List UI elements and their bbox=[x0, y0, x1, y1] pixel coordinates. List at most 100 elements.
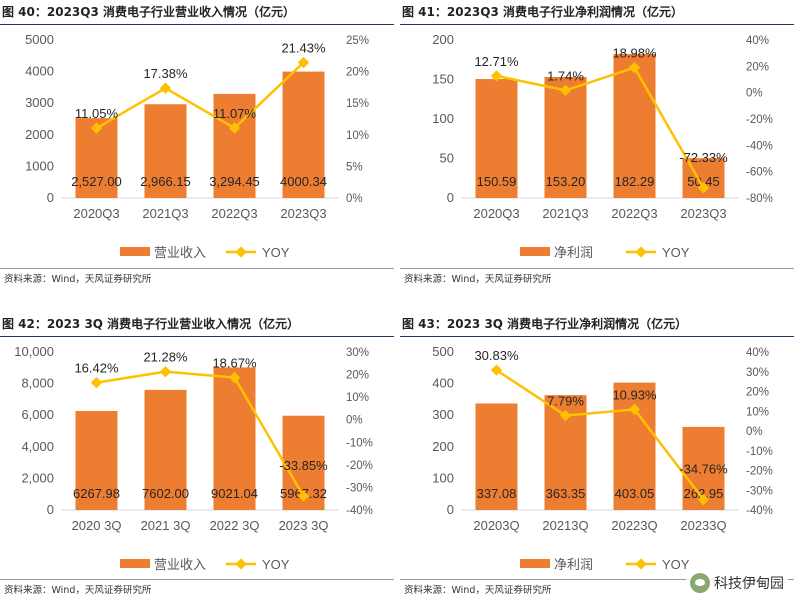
bar-value-label: 7602.00 bbox=[142, 486, 189, 501]
y2-tick-label: -80% bbox=[746, 193, 773, 205]
y2-tick-label: 0% bbox=[746, 426, 763, 438]
figure-title: 图 43：2023 3Q 消费电子行业净利润情况（亿元） bbox=[402, 317, 688, 331]
figure-41-panel: 图 41：2023Q3 消费电子行业净利润情况（亿元） 0 50 100 150 200… bbox=[400, 0, 794, 298]
source-divider bbox=[400, 579, 794, 580]
bar-value-label: 337.08 bbox=[477, 486, 517, 501]
yoy-value-label: 17.38% bbox=[143, 66, 188, 81]
y-tick-label: 5000 bbox=[25, 32, 54, 47]
bar-value-label: 153.20 bbox=[546, 174, 586, 189]
yoy-marker bbox=[697, 182, 710, 194]
figure-title: 图 41：2023Q3 消费电子行业净利润情况（亿元） bbox=[402, 5, 684, 19]
figure-title-bar: 图 42：2023 3Q 消费电子行业营业收入情况（亿元） bbox=[0, 312, 394, 337]
x-tick-label: 2023 3Q bbox=[279, 518, 329, 533]
yoy-value-label: 18.98% bbox=[612, 46, 657, 61]
y-tick-label: 3000 bbox=[25, 95, 54, 110]
bar bbox=[213, 367, 256, 510]
source-divider bbox=[0, 268, 394, 269]
revenue-2023q3-chart: 0 1000 2000 3000 4000 5000 0% 5% 10% 15% 20% 25% 202… bbox=[25, 32, 369, 260]
y-tick-label: 50 bbox=[440, 151, 454, 166]
y-tick-label: 0 bbox=[447, 190, 454, 205]
legend-bar-swatch bbox=[520, 559, 550, 568]
y2-tick-label: 10% bbox=[746, 406, 769, 418]
y2-tick-label: 15% bbox=[346, 98, 369, 110]
source-divider bbox=[400, 268, 794, 269]
y2-tick-label: -20% bbox=[346, 460, 373, 472]
y2-tick-label: -60% bbox=[746, 167, 773, 179]
figure-title-bar: 图 43：2023 3Q 消费电子行业净利润情况（亿元） bbox=[400, 312, 794, 337]
yoy-line bbox=[95, 61, 305, 130]
wechat-icon bbox=[690, 573, 710, 593]
y2-tick-label: 20% bbox=[746, 387, 769, 399]
x-tick-label: 2023Q3 bbox=[280, 206, 326, 221]
y2-tick-label: 0% bbox=[746, 88, 763, 100]
yoy-value-label: 21.28% bbox=[143, 350, 188, 365]
x-tick-label: 2020Q3 bbox=[473, 206, 519, 221]
y-tick-label: 0 bbox=[47, 502, 54, 517]
yoy-marker bbox=[159, 366, 172, 378]
yoy-value-label: 10.93% bbox=[612, 387, 657, 402]
yoy-value-label: -33.85% bbox=[279, 458, 328, 473]
x-tick-label: 2021 3Q bbox=[141, 518, 191, 533]
legend-line-marker bbox=[235, 558, 247, 570]
x-tick-label: 2022Q3 bbox=[211, 206, 257, 221]
revenue-2023-3q-chart: 0 2,000 4,000 6,000 8,000 10,000 -40% -30% -20% -… bbox=[14, 344, 373, 572]
x-tick-label: 2022 3Q bbox=[210, 518, 260, 533]
y2-tick-label: 30% bbox=[746, 367, 769, 379]
bar bbox=[475, 403, 518, 510]
figure-title-bar: 图 40：2023Q3 消费电子行业营业收入情况（亿元） bbox=[0, 0, 394, 25]
yoy-value-label: 1.74% bbox=[547, 68, 584, 83]
y2-tick-label: 0% bbox=[346, 415, 363, 427]
y-tick-label: 1000 bbox=[25, 158, 54, 173]
legend-bar-label: 净利润 bbox=[554, 557, 593, 572]
y-tick-label: 300 bbox=[432, 407, 454, 422]
bar-value-label: 363.35 bbox=[546, 486, 586, 501]
yoy-line bbox=[96, 370, 305, 497]
legend-bar-label: 营业收入 bbox=[154, 245, 206, 260]
y-tick-label: 500 bbox=[432, 344, 454, 359]
bar-value-label: 2,527.00 bbox=[71, 174, 122, 189]
yoy-value-label: 16.42% bbox=[74, 361, 119, 376]
y2-tick-label: 20% bbox=[346, 370, 369, 382]
y-tick-label: 8,000 bbox=[21, 376, 54, 391]
y-tick-label: 200 bbox=[432, 32, 454, 47]
x-tick-label: 20203Q bbox=[473, 518, 519, 533]
legend-line-label: YOY bbox=[262, 557, 290, 572]
y2-tick-label: -20% bbox=[746, 466, 773, 478]
net-profit-2023q3-chart: 0 50 100 150 200 -80% -60% -40% -20% 0% 20% 40% 2020… bbox=[432, 32, 773, 260]
y-tick-label: 0 bbox=[47, 190, 54, 205]
legend-bar-swatch bbox=[520, 247, 550, 256]
bar bbox=[75, 410, 118, 510]
y-tick-label: 2000 bbox=[25, 127, 54, 142]
bar bbox=[282, 71, 325, 198]
y2-tick-label: 10% bbox=[346, 130, 369, 142]
yoy-marker bbox=[628, 403, 641, 416]
y2-tick-label: -10% bbox=[746, 446, 773, 458]
yoy-marker bbox=[697, 493, 710, 506]
y-tick-label: 150 bbox=[432, 72, 454, 87]
x-tick-label: 20213Q bbox=[542, 518, 588, 533]
legend-bar-label: 净利润 bbox=[554, 245, 593, 260]
yoy-value-label: 7.79% bbox=[547, 394, 584, 409]
x-tick-label: 20223Q bbox=[611, 518, 657, 533]
yoy-marker bbox=[297, 490, 310, 502]
watermark: 科技伊甸园 bbox=[686, 572, 788, 594]
y-tick-label: 200 bbox=[432, 439, 454, 454]
x-tick-label: 2021Q3 bbox=[542, 206, 588, 221]
y2-tick-label: -30% bbox=[746, 485, 773, 497]
x-tick-label: 2023Q3 bbox=[680, 206, 726, 221]
figure-43-panel: 图 43：2023 3Q 消费电子行业净利润情况（亿元） 0 100 200 300 4… bbox=[400, 312, 794, 598]
y2-tick-label: 40% bbox=[746, 35, 769, 47]
y2-tick-label: 30% bbox=[346, 347, 369, 359]
yoy-value-label: 11.05% bbox=[75, 106, 119, 121]
legend-bar-label: 营业收入 bbox=[154, 557, 206, 572]
y-tick-label: 100 bbox=[432, 111, 454, 126]
yoy-marker bbox=[628, 62, 641, 74]
bar bbox=[613, 53, 656, 198]
yoy-line bbox=[496, 66, 705, 189]
figure-42-panel: 图 42：2023 3Q 消费电子行业营业收入情况（亿元） 0 2,000 4,00… bbox=[0, 312, 394, 598]
y2-tick-label: 5% bbox=[346, 161, 363, 173]
legend-line-label: YOY bbox=[262, 245, 290, 260]
yoy-marker bbox=[159, 82, 172, 94]
bar-value-label: 6267.98 bbox=[73, 486, 120, 501]
x-tick-label: 2022Q3 bbox=[611, 206, 657, 221]
